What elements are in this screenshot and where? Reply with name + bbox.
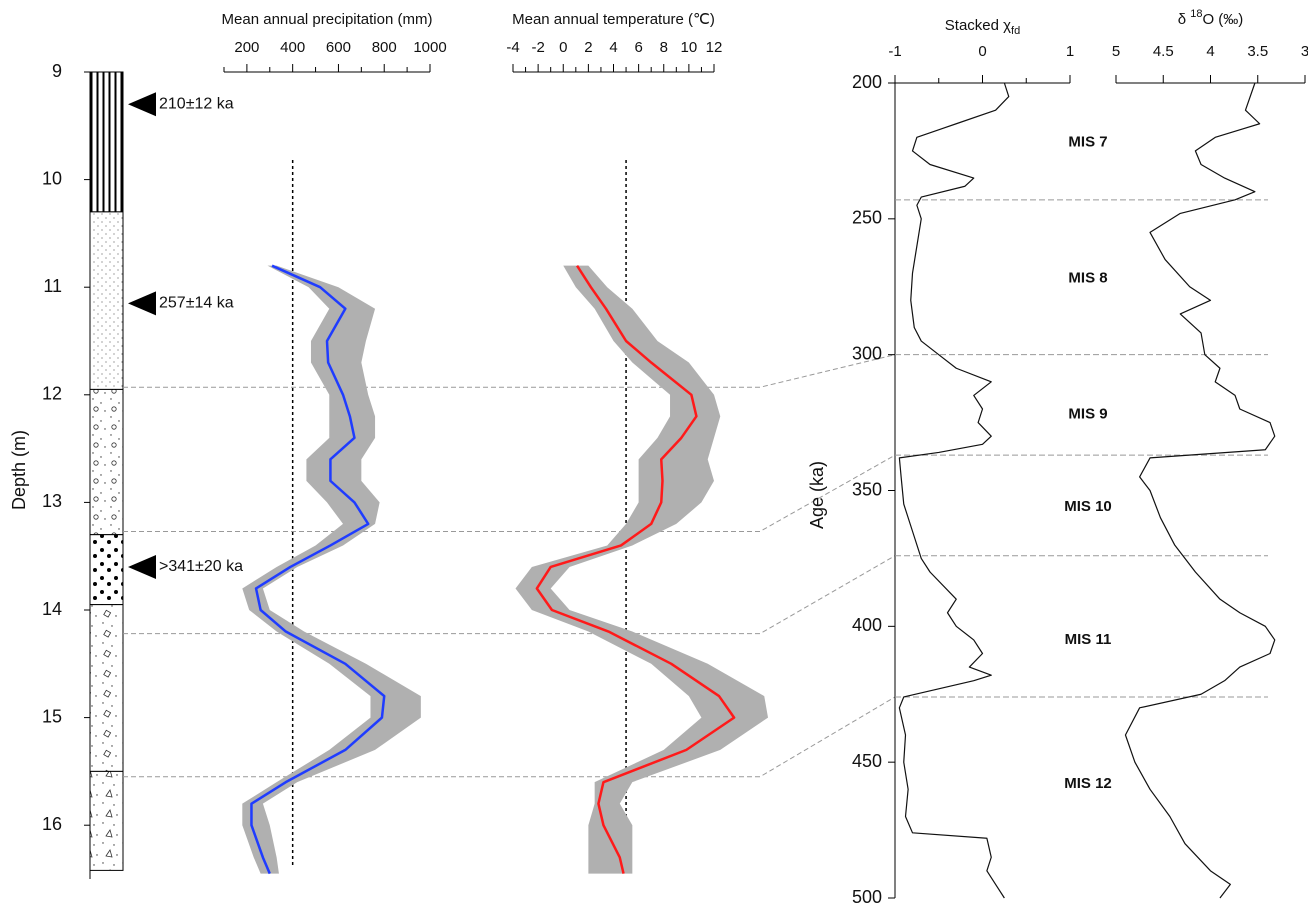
depth-tick-label: 12 <box>42 384 62 404</box>
depth-tick-label: 15 <box>42 706 62 726</box>
x-tick-label: -4 <box>506 39 519 56</box>
x-tick-label: 0 <box>559 39 567 56</box>
correlation-line <box>123 455 895 531</box>
x-tick-label: 600 <box>326 39 351 56</box>
x-axis-title-part: O (‰) <box>1202 11 1243 28</box>
date-marker <box>128 291 156 315</box>
x-tick-label: 4.5 <box>1153 43 1174 60</box>
lithology-layer <box>90 535 123 605</box>
mis-label: MIS 11 <box>1065 631 1112 648</box>
x-axis-title: δ 18O (‰) <box>1178 8 1244 28</box>
uncertainty-band <box>242 266 421 874</box>
x-axis-title: Mean annual precipitation (mm) <box>222 11 433 28</box>
date-label: 210±12 ka <box>159 95 234 112</box>
x-axis-title: Mean annual temperature (℃) <box>512 11 715 28</box>
lithology-layer <box>90 389 123 534</box>
age-tick-label: 200 <box>852 72 882 92</box>
x-tick-label: 800 <box>372 39 397 56</box>
lithology-layer <box>90 771 123 870</box>
depth-tick-label: 13 <box>42 491 62 511</box>
figure: 910111213141516Depth (m)210±12 ka257±14 … <box>0 0 1308 912</box>
uncertainty-band <box>516 266 769 874</box>
x-axis-title-sup: 18 <box>1190 8 1202 20</box>
x-tick-label: 4 <box>609 39 617 56</box>
lithology-layer <box>90 605 123 772</box>
x-axis-title-part: Stacked χ <box>945 17 1011 34</box>
age-axis-title: Age (ka) <box>807 461 827 529</box>
mis-label: MIS 7 <box>1068 134 1107 151</box>
correlation-line <box>123 355 895 388</box>
date-label: >341±20 ka <box>159 558 243 575</box>
x-tick-label: 2 <box>584 39 592 56</box>
lithology-layer <box>90 72 123 212</box>
date-label: 257±14 ka <box>159 295 234 312</box>
x-tick-label: 6 <box>634 39 642 56</box>
correlation-line <box>123 697 895 777</box>
age-tick-label: 250 <box>852 208 882 228</box>
x-tick-label: 400 <box>280 39 305 56</box>
x-axis-title-part: Mean annual temperature (℃) <box>512 11 715 28</box>
x-tick-label: 4 <box>1206 43 1214 60</box>
x-axis-title-part: δ <box>1178 11 1191 28</box>
x-tick-label: 10 <box>681 39 698 56</box>
mis-label: MIS 8 <box>1068 270 1107 287</box>
x-axis-title-sub: fd <box>1011 25 1020 37</box>
depth-tick-label: 11 <box>43 276 62 296</box>
date-marker <box>128 555 156 579</box>
depth-tick-label: 16 <box>42 814 62 834</box>
date-marker <box>128 92 156 116</box>
x-tick-label: 0 <box>978 43 986 60</box>
depth-tick-label: 10 <box>42 168 62 188</box>
data-line <box>899 83 1008 898</box>
x-tick-label: 1000 <box>413 39 446 56</box>
x-tick-label: 200 <box>234 39 259 56</box>
depth-tick-label: 9 <box>52 61 62 81</box>
x-tick-label: 5 <box>1112 43 1120 60</box>
x-tick-label: 3 <box>1301 43 1308 60</box>
age-tick-label: 400 <box>852 615 882 635</box>
depth-tick-label: 14 <box>42 599 62 619</box>
x-tick-label: -1 <box>888 43 901 60</box>
x-axis-title-part: Mean annual precipitation (mm) <box>222 11 433 28</box>
lithology-layer <box>90 212 123 390</box>
x-tick-label: 1 <box>1066 43 1074 60</box>
x-tick-label: -2 <box>531 39 544 56</box>
data-line <box>1125 83 1274 898</box>
mis-label: MIS 9 <box>1068 405 1107 422</box>
depth-axis-title: Depth (m) <box>9 430 29 510</box>
age-tick-label: 300 <box>852 343 882 363</box>
age-tick-label: 500 <box>852 887 882 907</box>
age-tick-label: 350 <box>852 479 882 499</box>
mis-label: MIS 10 <box>1064 498 1112 515</box>
age-tick-label: 450 <box>852 751 882 771</box>
x-tick-label: 3.5 <box>1247 43 1268 60</box>
x-tick-label: 8 <box>660 39 668 56</box>
x-tick-label: 12 <box>706 39 723 56</box>
mis-label: MIS 12 <box>1064 775 1112 792</box>
x-axis-title: Stacked χfd <box>945 17 1020 37</box>
